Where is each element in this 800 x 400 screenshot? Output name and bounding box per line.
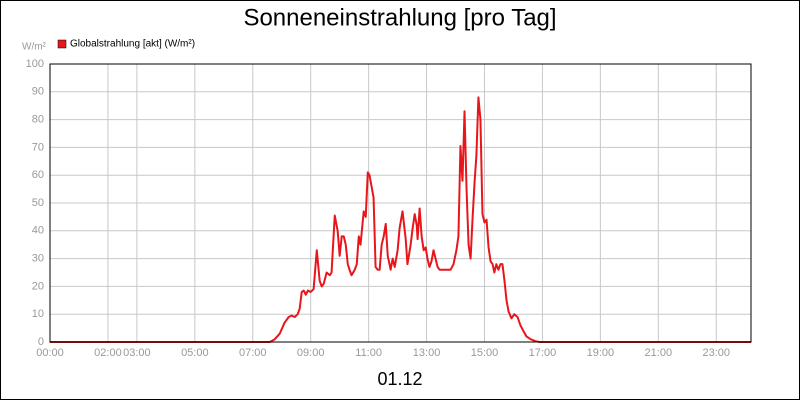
plot — [50, 96, 751, 343]
y-tick-label: 20 — [32, 280, 44, 292]
x-tick-label: 03:00 — [123, 347, 151, 359]
chart-title: Sonneneinstrahlung [pro Tag] — [243, 4, 556, 31]
x-tick-label: 17:00 — [529, 347, 557, 359]
y-tick-label: 30 — [32, 253, 44, 265]
plot-border — [49, 63, 752, 343]
x-axis-label: 01.12 — [377, 369, 422, 389]
legend: Globalstrahlung [akt] (W/m²) — [57, 39, 195, 50]
y-tick-label: 90 — [32, 86, 44, 98]
x-tick-label: 13:00 — [413, 347, 441, 359]
x-tick-label: 02:00 — [94, 347, 122, 359]
y-axis-unit: W/m² — [22, 42, 47, 53]
y-tick-label: 50 — [32, 197, 44, 209]
y-tick-label: 40 — [32, 225, 44, 237]
y-tick-label: 70 — [32, 141, 44, 153]
x-tick-label: 21:00 — [645, 347, 673, 359]
legend-label: Globalstrahlung [akt] (W/m²) — [70, 39, 195, 50]
x-tick-label: 09:00 — [297, 347, 325, 359]
x-tick-label: 00:00 — [36, 347, 64, 359]
x-tick-label: 23:00 — [702, 347, 730, 359]
x-tick-label: 19:00 — [587, 347, 615, 359]
x-tick-label: 15:00 — [471, 347, 499, 359]
x-tick-label: 07:00 — [239, 347, 267, 359]
y-tick-label: 100 — [26, 58, 44, 70]
legend-swatch — [57, 39, 67, 49]
y-tick-label: 60 — [32, 169, 44, 181]
x-tick-label: 11:00 — [355, 347, 382, 359]
data-line — [50, 96, 751, 343]
y-tick-label: 80 — [32, 114, 44, 126]
y-tick-label: 0 — [38, 336, 44, 348]
x-tick-label: 05:00 — [181, 347, 209, 359]
y-tick-label: 10 — [32, 308, 44, 320]
